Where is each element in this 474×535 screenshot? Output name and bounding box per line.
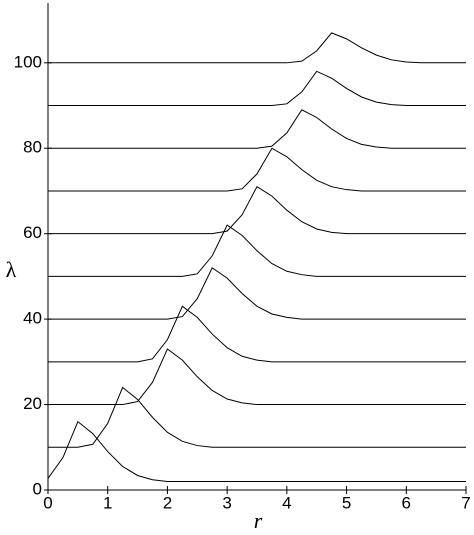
curve: [48, 185, 466, 235]
curve: [48, 32, 466, 64]
curve: [48, 70, 466, 107]
x-tick-label: 4: [282, 493, 291, 512]
x-tick-label: 2: [163, 493, 172, 512]
curve: [48, 305, 466, 363]
y-tick-label: 100: [14, 52, 42, 71]
curve: [48, 147, 466, 192]
x-tick-label: 5: [342, 493, 351, 512]
x-tick-label: 6: [402, 493, 411, 512]
y-tick-label: 40: [23, 309, 42, 328]
curve: [48, 386, 466, 448]
y-tick-label: 80: [23, 138, 42, 157]
y-tick-label: 0: [33, 479, 42, 498]
y-tick-label: 60: [23, 223, 42, 242]
curve: [48, 109, 466, 149]
curve: [48, 267, 466, 320]
x-tick-label: 0: [43, 493, 52, 512]
curve: [48, 348, 466, 406]
curve: [48, 224, 466, 277]
x-tick-label: 3: [222, 493, 231, 512]
y-tick-label: 20: [23, 394, 42, 413]
curve: [47, 420, 466, 482]
x-tick-label: 1: [103, 493, 112, 512]
x-tick-label: 7: [461, 493, 470, 512]
y-axis-label: λ: [6, 257, 17, 282]
x-axis-label: r: [254, 508, 263, 533]
